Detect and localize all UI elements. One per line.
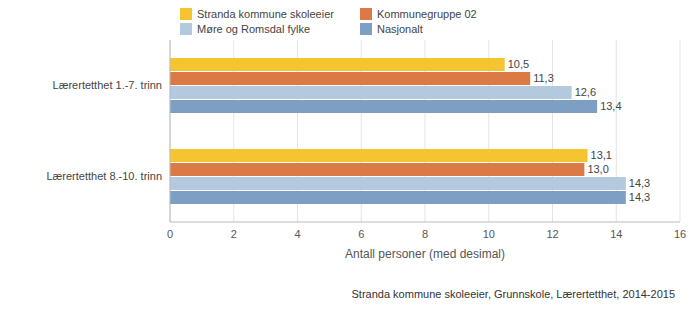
svg-text:10: 10 (483, 228, 495, 240)
svg-text:Antall personer (med desimal): Antall personer (med desimal) (345, 247, 505, 261)
svg-text:Lærertetthet 8.-10. trinn: Lærertetthet 8.-10. trinn (46, 170, 162, 182)
svg-text:4: 4 (294, 228, 300, 240)
svg-text:10,5: 10,5 (508, 58, 529, 70)
svg-text:14,3: 14,3 (629, 191, 650, 203)
svg-text:12: 12 (546, 228, 558, 240)
svg-text:13,0: 13,0 (587, 163, 608, 175)
html-text:Møre og Romsdal fylke: Møre og Romsdal fylke (197, 22, 311, 35)
svg-text:13,4: 13,4 (600, 100, 621, 112)
svg-text:13,1: 13,1 (591, 149, 612, 161)
svg-text:11,3: 11,3 (533, 72, 554, 84)
svg-text:Lærertetthet 1.-7. trinn: Lærertetthet 1.-7. trinn (53, 79, 162, 91)
svg-text:2: 2 (231, 228, 237, 240)
svg-text:0: 0 (167, 228, 173, 240)
svg-text:16: 16 (674, 228, 686, 240)
html-text:Kommunegruppe 02: Kommunegruppe 02 (377, 7, 477, 20)
html-text:Nasjonalt: Nasjonalt (377, 22, 423, 35)
svg-text:14: 14 (610, 228, 622, 240)
svg-text:8: 8 (422, 228, 428, 240)
html-text:Stranda kommune skoleeier: Stranda kommune skoleeier (197, 7, 334, 20)
svg-text:14,3: 14,3 (629, 177, 650, 189)
svg-text:12,6: 12,6 (575, 86, 596, 98)
svg-text:6: 6 (358, 228, 364, 240)
html-text:Stranda kommune skoleeier, Gru: Stranda kommune skoleeier, Grunnskole, L… (351, 288, 675, 300)
